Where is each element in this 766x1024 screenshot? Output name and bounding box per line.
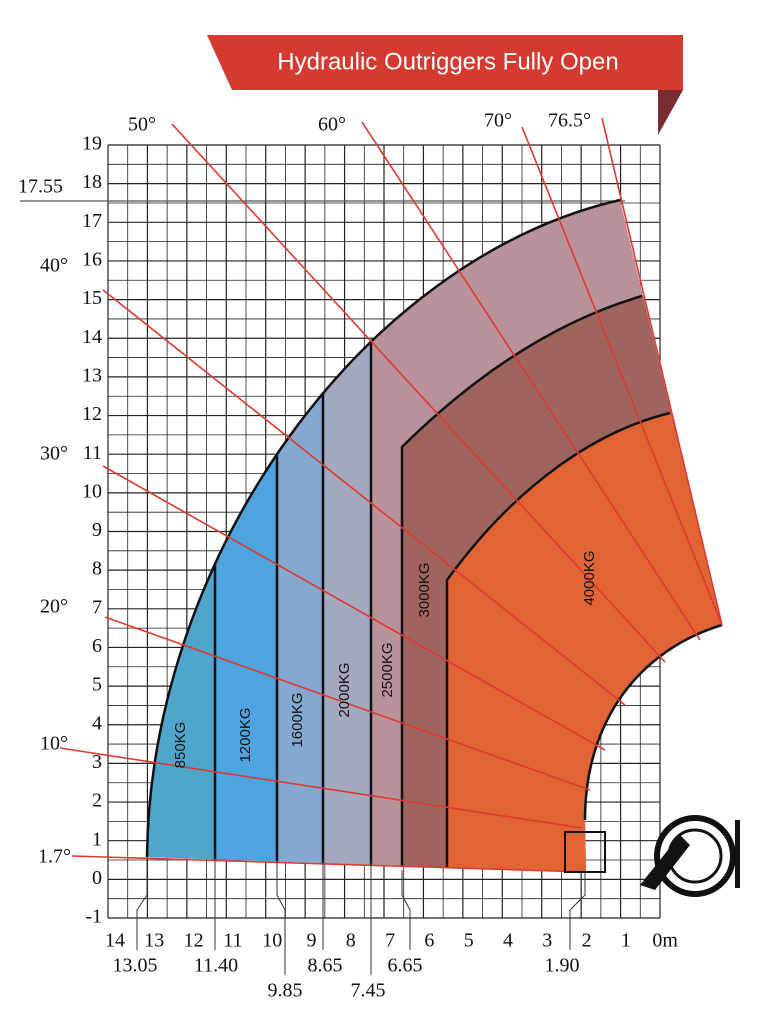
x-tick-label: 4: [503, 930, 513, 952]
y-tick-label: 9: [92, 519, 102, 541]
title: Hydraulic Outriggers Fully Open: [277, 48, 618, 75]
y-tick-label: 14: [82, 326, 102, 348]
x-marker-label: 9.85: [268, 980, 303, 1002]
angle-label: 76.5°: [548, 110, 591, 132]
x-tick-label: 8: [346, 930, 356, 952]
angle-lines: [59, 117, 723, 873]
angle-label: 70°: [484, 110, 512, 132]
x-tick-label: 3: [542, 930, 552, 952]
zone-1600: [277, 200, 323, 872]
zone-850: [147, 200, 215, 872]
y-tick-label: 6: [92, 635, 102, 657]
y-tick-label: 18: [82, 171, 102, 193]
y-tick-label: 4: [92, 712, 102, 734]
zone-label: 1200KG: [237, 707, 254, 762]
angle-label: 60°: [318, 114, 346, 136]
y-tick-label: 2: [92, 790, 102, 812]
y-tick-label: 8: [92, 558, 102, 580]
zone-label: 3000KG: [416, 562, 433, 617]
zone-label: 2500KG: [379, 642, 396, 697]
x-tick-label: 13: [144, 930, 164, 952]
y-tick-label: 15: [82, 287, 102, 309]
zone-label: 850KG: [172, 722, 189, 769]
angle-label: 30°: [40, 443, 68, 465]
x-tick-label: 6: [424, 930, 434, 952]
x-tick-label: 0m: [652, 930, 678, 952]
angle-label: 10°: [40, 733, 68, 755]
x-marker-label: 1.90: [545, 955, 580, 977]
x-marker-label: 7.45: [351, 980, 386, 1002]
y-tick-label: 5: [92, 674, 102, 696]
x-tick-label: 14: [105, 930, 125, 952]
zone-label: 2000KG: [336, 662, 353, 717]
y-tick-label: 17: [82, 210, 102, 232]
x-tick-label: 2: [582, 930, 592, 952]
angle-label: 1.7°: [38, 846, 71, 868]
y-tick-label: 19: [82, 133, 102, 155]
angle-label: 40°: [40, 255, 68, 277]
zone-2000: [323, 200, 371, 872]
title-banner: Hydraulic Outriggers Fully Open: [207, 35, 683, 135]
height-marker: 17.55: [18, 176, 63, 198]
x-tick-label: 12: [184, 930, 204, 952]
x-tick-label: 10: [262, 930, 282, 952]
angle-label: 20°: [40, 596, 68, 618]
pivot-box: [564, 831, 606, 873]
x-tick-label: 1: [621, 930, 631, 952]
y-tick-label: 13: [82, 364, 102, 386]
y-tick-label: 12: [82, 403, 102, 425]
x-tick-label: 7: [385, 930, 395, 952]
angle-label: 50°: [128, 114, 156, 136]
y-tick-label: -1: [85, 906, 102, 928]
y-tick-label: 11: [83, 442, 102, 464]
x-tick-label: 5: [464, 930, 474, 952]
y-tick-label: 10: [82, 480, 102, 502]
load-zones: [147, 200, 722, 872]
y-tick-label: 3: [92, 751, 102, 773]
x-marker-label: 6.65: [388, 955, 423, 977]
x-marker-label: 13.05: [113, 955, 158, 977]
machine-icon: [640, 815, 740, 897]
zone-label: 1600KG: [289, 692, 306, 747]
marker-leaders: [136, 860, 586, 975]
y-tick-label: 0: [92, 867, 102, 889]
x-marker-label: 11.40: [194, 955, 238, 977]
y-tick-label: 7: [92, 596, 102, 618]
x-tick-label: 11: [223, 930, 242, 952]
zone-label: 4000KG: [581, 550, 598, 605]
y-tick-label: 16: [82, 249, 102, 271]
x-marker-label: 8.65: [308, 955, 343, 977]
x-tick-label: 9: [307, 930, 317, 952]
y-tick-label: 1: [92, 828, 102, 850]
